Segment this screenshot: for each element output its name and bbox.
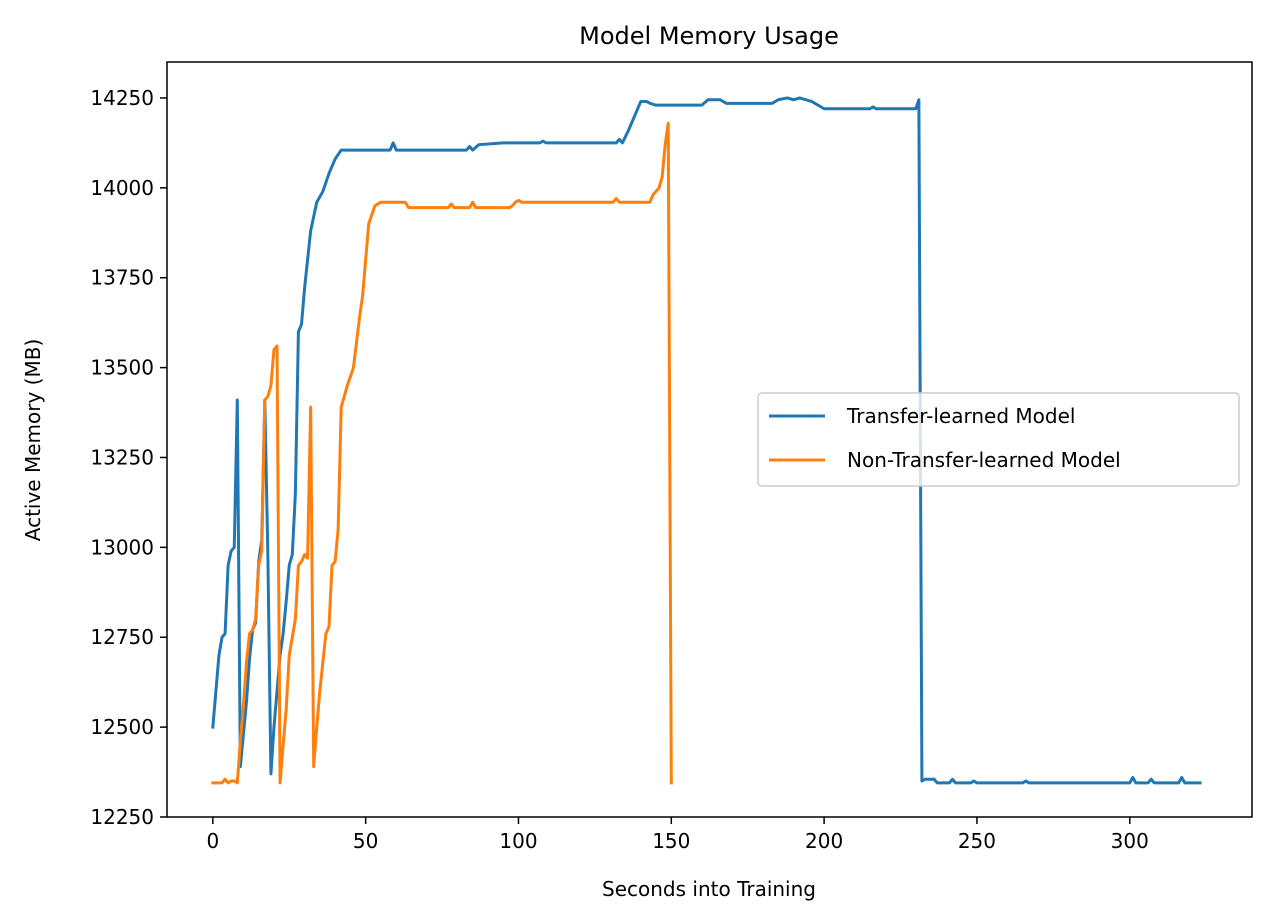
x-axis-label: Seconds into Training <box>602 877 816 901</box>
x-tick-label: 150 <box>652 829 690 853</box>
y-axis: 12250 12500 12750 13000 13250 13500 13750 14000… <box>90 86 167 829</box>
y-tick-label: 13500 <box>90 356 154 380</box>
chart-title: Model Memory Usage <box>579 22 839 50</box>
x-tick-label: 100 <box>499 829 537 853</box>
legend-entry-label: Transfer-learned Model <box>846 404 1075 428</box>
y-tick-label: 12250 <box>90 805 154 829</box>
y-tick-label: 13000 <box>90 535 154 559</box>
y-tick-label: 14250 <box>90 86 154 110</box>
y-tick-label: 13750 <box>90 266 154 290</box>
legend: Transfer-learned Model Non-Transfer-learn… <box>757 392 1240 487</box>
x-tick-label: 300 <box>1111 829 1149 853</box>
x-tick-label: 0 <box>206 829 219 853</box>
plot-area-frame <box>166 61 1253 818</box>
x-tick-label: 50 <box>353 829 378 853</box>
y-tick-label: 12500 <box>90 715 154 739</box>
y-tick-label: 12750 <box>90 625 154 649</box>
legend-entry-label: Non-Transfer-learned Model <box>847 448 1121 472</box>
x-tick-label: 250 <box>958 829 996 853</box>
legend-box <box>757 392 1240 487</box>
x-axis: 0 50 100 150 200 250 300 <box>206 817 1149 853</box>
series-layer <box>211 96 1202 785</box>
y-tick-label: 13250 <box>90 445 154 469</box>
series-line-non-transfer-learned <box>211 121 673 785</box>
y-axis-label: Active Memory (MB) <box>21 339 45 542</box>
x-tick-label: 200 <box>805 829 843 853</box>
y-tick-label: 14000 <box>90 176 154 200</box>
